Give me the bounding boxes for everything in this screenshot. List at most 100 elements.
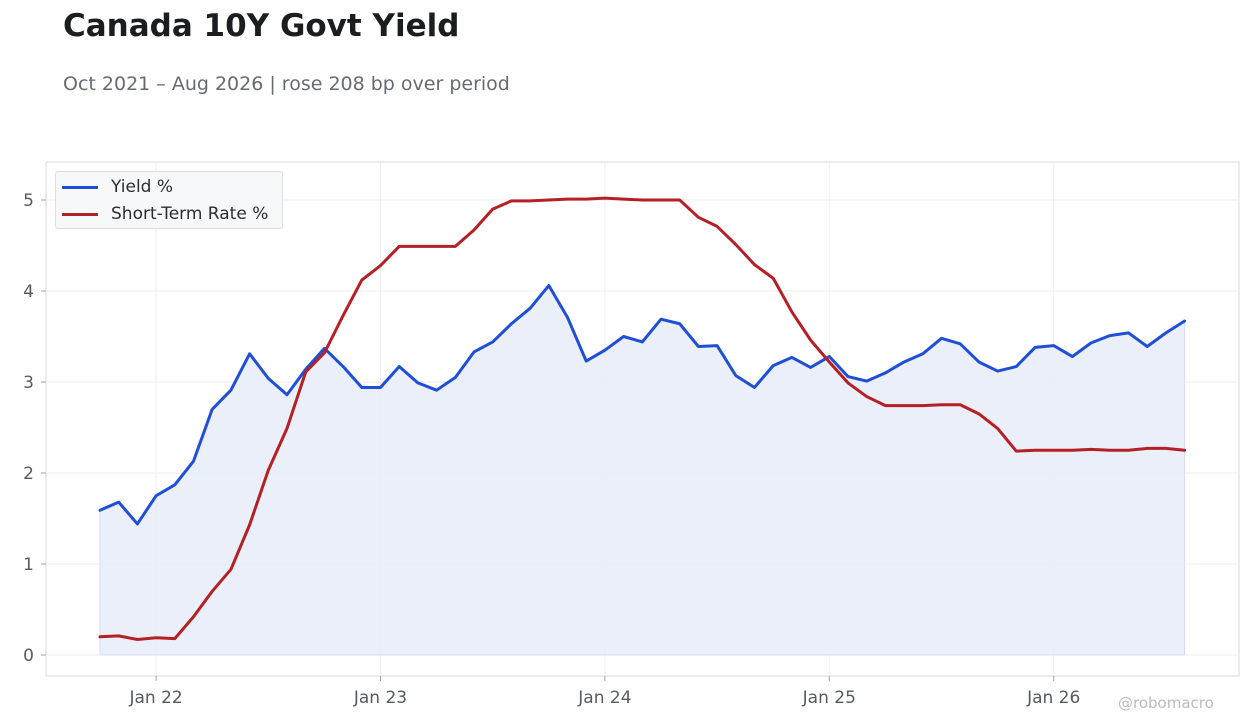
- short-rate-point: [509, 199, 513, 203]
- short-rate-point: [1108, 448, 1112, 452]
- short-rate-point: [1127, 448, 1131, 452]
- y-axis: 0 1 2 3 4 5: [23, 191, 46, 666]
- legend-label-short-rate: Short-Term Rate %: [111, 204, 269, 224]
- yield-point: [1033, 345, 1037, 349]
- short-rate-point: [192, 615, 196, 619]
- short-rate-point: [453, 244, 457, 248]
- short-rate-point: [210, 589, 214, 593]
- short-rate-point: [827, 360, 831, 364]
- yield-point: [809, 365, 813, 369]
- yield-point: [1014, 365, 1018, 369]
- legend-item-short-rate: Short-Term Rate %: [62, 203, 268, 225]
- yield-point: [622, 335, 626, 339]
- yield-point: [1145, 345, 1149, 349]
- short-rate-point: [865, 395, 869, 399]
- short-rate-point: [696, 215, 700, 219]
- legend: Yield % Short-Term Rate %: [55, 171, 283, 229]
- yield-point: [135, 522, 139, 526]
- yield-point: [1070, 355, 1074, 359]
- yield-point: [715, 344, 719, 348]
- yield-point: [416, 381, 420, 385]
- short-rate-point: [491, 207, 495, 211]
- yield-point: [940, 336, 944, 340]
- short-rate-point: [1014, 449, 1018, 453]
- yield-point: [1164, 331, 1168, 335]
- short-rate-point: [304, 370, 308, 374]
- short-rate-point: [248, 523, 252, 527]
- yield-point: [248, 352, 252, 356]
- yield-point: [977, 360, 981, 364]
- yield-point: [790, 355, 794, 359]
- yield-point: [678, 322, 682, 326]
- yield-point: [603, 348, 607, 352]
- chart-subtitle: Oct 2021 – Aug 2026 | rose 208 bp over p…: [63, 73, 510, 95]
- yield-point: [192, 459, 196, 463]
- yield-point: [379, 385, 383, 389]
- short-rate-point: [659, 198, 663, 202]
- short-rate-point: [1145, 446, 1149, 450]
- short-rate-point: [603, 196, 607, 200]
- short-rate-point: [379, 264, 383, 268]
- short-rate-point: [322, 351, 326, 355]
- short-rate-point: [883, 404, 887, 408]
- short-rate-point: [1089, 447, 1093, 451]
- yield-point: [958, 342, 962, 346]
- yield-point: [921, 352, 925, 356]
- yield-point: [696, 345, 700, 349]
- x-tick-label: Jan 26: [1026, 688, 1080, 708]
- yield-point: [397, 365, 401, 369]
- yield-point: [996, 369, 1000, 373]
- short-rate-point: [341, 314, 345, 318]
- short-rate-point: [771, 276, 775, 280]
- yield-point: [341, 365, 345, 369]
- yield-point: [1183, 319, 1187, 323]
- chart-title: Canada 10Y Govt Yield: [63, 8, 460, 44]
- short-rate-point: [98, 635, 102, 639]
- short-rate-point: [435, 244, 439, 248]
- short-rate-point: [715, 224, 719, 228]
- yield-point: [846, 375, 850, 379]
- yield-point: [1108, 334, 1112, 338]
- y-tick-label: 2: [23, 464, 34, 484]
- yield-point: [285, 393, 289, 397]
- short-rate-point: [809, 338, 813, 342]
- short-rate-point: [1033, 448, 1037, 452]
- y-tick-label: 1: [23, 555, 34, 575]
- yield-point: [435, 388, 439, 392]
- yield-point: [210, 407, 214, 411]
- short-rate-point: [678, 198, 682, 202]
- watermark: @robomacro: [1118, 694, 1214, 712]
- x-tick-label: Jan 23: [353, 688, 407, 708]
- yield-point: [154, 494, 158, 498]
- yield-point: [453, 375, 457, 379]
- yield-point: [266, 376, 270, 380]
- x-tick-label: Jan 24: [577, 688, 631, 708]
- short-rate-point: [416, 244, 420, 248]
- short-rate-point: [790, 310, 794, 314]
- yield-point: [360, 385, 364, 389]
- yield-point: [771, 364, 775, 368]
- short-rate-point: [958, 403, 962, 407]
- yield-point: [1127, 331, 1131, 335]
- short-rate-point: [902, 404, 906, 408]
- short-rate-point: [266, 468, 270, 472]
- series-lines: [98, 196, 1187, 642]
- short-rate-point: [173, 637, 177, 641]
- short-rate-point: [1070, 448, 1074, 452]
- short-rate-point: [547, 198, 551, 202]
- short-rate-point: [640, 198, 644, 202]
- y-tick-label: 0: [23, 646, 34, 666]
- yield-point: [584, 359, 588, 363]
- x-axis: Jan 22 Jan 23 Jan 24 Jan 25 Jan 26: [128, 676, 1080, 708]
- short-rate-point: [940, 403, 944, 407]
- yield-point: [229, 388, 233, 392]
- y-tick-label: 3: [23, 373, 34, 393]
- yield-point: [1089, 341, 1093, 345]
- short-rate-point: [528, 199, 532, 203]
- yield-point: [472, 350, 476, 354]
- yield-point: [753, 385, 757, 389]
- short-rate-point: [622, 197, 626, 201]
- legend-label-yield: Yield %: [111, 177, 174, 197]
- yield-point: [734, 374, 738, 378]
